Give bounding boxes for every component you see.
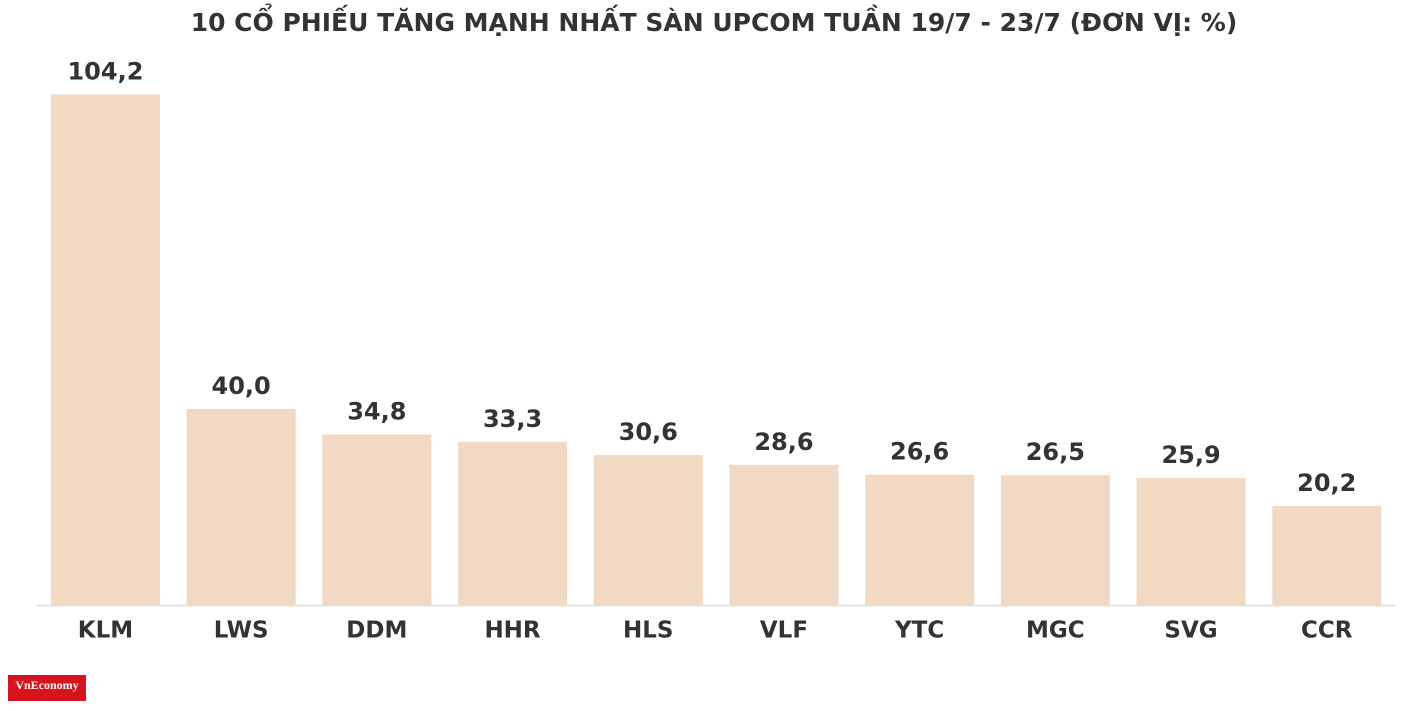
bar xyxy=(1272,506,1382,605)
bar xyxy=(593,455,703,605)
x-tick-label: HLS xyxy=(623,618,673,644)
x-tick-label: MGC xyxy=(1026,618,1085,644)
x-tick-label: DDM xyxy=(346,618,407,644)
x-tick-label: KLM xyxy=(78,618,133,644)
chart-title: 10 CỔ PHIẾU TĂNG MẠNH NHẤT SÀN UPCOM TUẦ… xyxy=(191,2,1238,37)
value-label: 20,2 xyxy=(1297,469,1356,497)
value-label: 25,9 xyxy=(1161,441,1220,469)
value-label: 33,3 xyxy=(483,405,542,433)
x-tick-label: YTC xyxy=(894,618,944,644)
logo-box xyxy=(8,675,86,701)
x-tick-label: LWS xyxy=(214,618,269,644)
value-label: 28,6 xyxy=(754,428,813,456)
value-label: 40,0 xyxy=(212,372,271,400)
value-label: 34,8 xyxy=(347,397,406,425)
x-tick-label: VLF xyxy=(760,618,808,644)
bar xyxy=(186,409,296,605)
x-tick-label: HHR xyxy=(484,618,540,644)
logo: VnEconomy xyxy=(15,678,78,692)
bar xyxy=(1000,475,1110,605)
value-label: 26,5 xyxy=(1026,438,1085,466)
x-tick-label: SVG xyxy=(1164,618,1217,644)
value-label: 30,6 xyxy=(619,418,678,446)
bar xyxy=(458,441,568,605)
bar xyxy=(1136,478,1246,605)
x-tick-label: CCR xyxy=(1301,618,1353,644)
bar xyxy=(865,474,975,605)
bar xyxy=(50,94,160,606)
bar xyxy=(729,464,839,605)
bar xyxy=(322,434,432,605)
value-label: 26,6 xyxy=(890,438,949,466)
value-label: 104,2 xyxy=(67,57,143,85)
